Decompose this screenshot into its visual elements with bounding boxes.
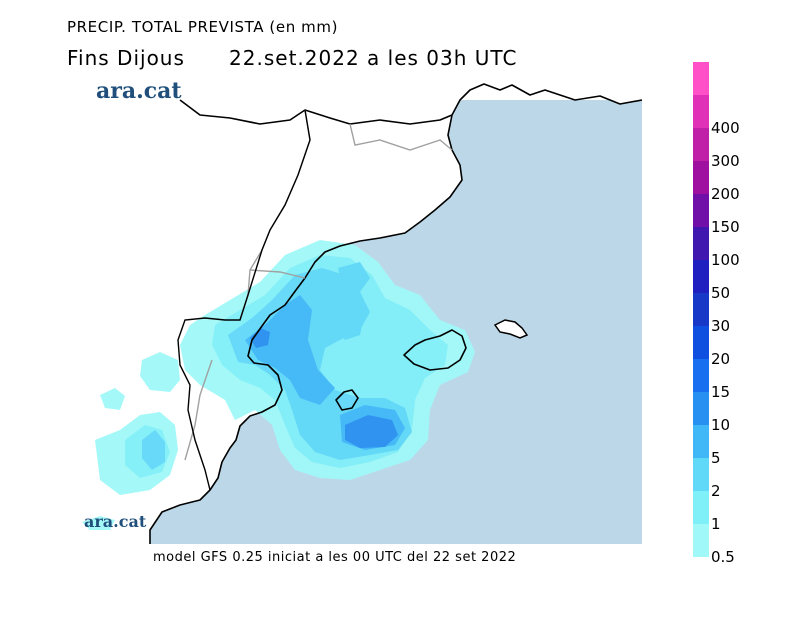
legend-swatch	[693, 425, 709, 458]
legend-label: 1	[711, 515, 721, 533]
legend-swatch	[693, 227, 709, 260]
legend-label: 5	[711, 449, 721, 467]
legend-swatch	[693, 161, 709, 194]
legend-label: 100	[711, 251, 740, 269]
brand-logo-bottom: ara.cat	[84, 512, 147, 531]
map-title: PRECIP. TOTAL PREVISTA (en mm)	[67, 18, 339, 36]
legend-label: 50	[711, 284, 731, 302]
model-info: model GFS 0.25 iniciat a les 00 UTC del …	[153, 550, 517, 565]
legend-label: 30	[711, 317, 731, 335]
precip-5	[245, 295, 335, 405]
legend-swatch	[693, 128, 709, 161]
precip-0.5-w2	[140, 352, 180, 392]
legend-swatch	[693, 293, 709, 326]
legend-label: 2	[711, 482, 721, 500]
legend-swatch	[693, 194, 709, 227]
island-menorca	[493, 319, 529, 339]
map-subtitle: Fins Dijous 22.set.2022 a les 03h UTC	[67, 46, 518, 70]
legend-swatch	[693, 95, 709, 128]
precip-2-west	[142, 430, 165, 470]
coastlines	[149, 83, 643, 544]
legend-swatch	[693, 260, 709, 293]
legend-label: 15	[711, 383, 731, 401]
admin-border	[177, 109, 311, 491]
legend-swatch	[693, 458, 709, 491]
legend-swatch	[693, 359, 709, 392]
precip-0.5-w3	[100, 388, 125, 410]
legend-label: 200	[711, 185, 740, 203]
land-mainland	[150, 100, 462, 544]
precip-2-ne	[338, 262, 370, 292]
legend-label: 300	[711, 152, 740, 170]
legend-label: 10	[711, 416, 731, 434]
brand-logo[interactable]: ara.cat	[96, 78, 182, 104]
legend-swatch	[693, 326, 709, 359]
precip-2-e	[333, 292, 365, 340]
legend-label: 400	[711, 119, 740, 137]
legend-label: 20	[711, 350, 731, 368]
legend-swatch	[693, 524, 709, 557]
precip-fields	[82, 240, 475, 530]
precip-0.5-w4	[82, 516, 115, 530]
legend-label: 0.5	[711, 548, 735, 566]
precip-10b	[250, 328, 270, 348]
legend-label: 150	[711, 218, 740, 236]
precip-10	[345, 415, 398, 448]
legend-swatch	[693, 392, 709, 425]
legend-swatch	[693, 62, 709, 95]
legend-swatch	[693, 491, 709, 524]
